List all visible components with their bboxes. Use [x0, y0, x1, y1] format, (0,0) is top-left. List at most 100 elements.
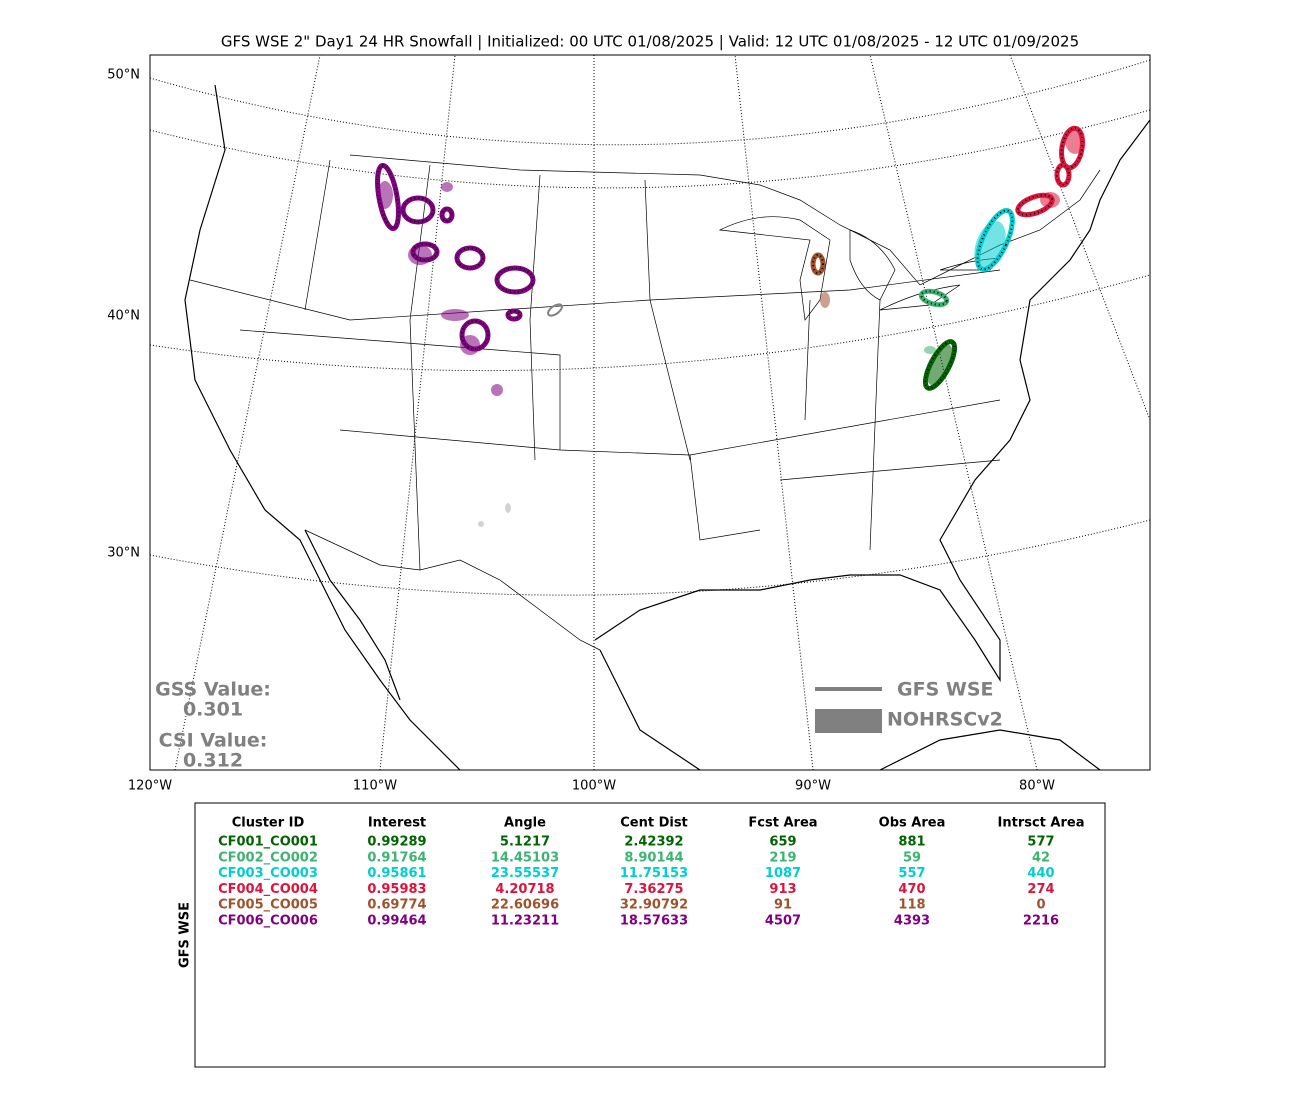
table-cell: 577 [1027, 835, 1054, 850]
table-cell: 8.90144 [624, 850, 683, 865]
stats-table: GFS WSE Cluster ID Interest Angle Cent Dist… [178, 802, 1106, 1068]
meridian [379, 55, 456, 770]
table-cell: 18.57633 [620, 914, 688, 929]
column-header: Interest [368, 816, 426, 831]
table-cell: 4507 [765, 914, 801, 929]
lon-label: 80°W [1019, 779, 1055, 794]
table-cell: 0.99289 [367, 835, 426, 850]
table-cell: CF005_CO005 [218, 898, 318, 913]
forecast-outline [412, 243, 438, 261]
table-cell: CF003_CO003 [218, 866, 318, 881]
table-cell: 4.20718 [495, 882, 554, 897]
table-cell: CF006_CO006 [218, 914, 318, 929]
meridian [1009, 55, 1150, 421]
forecast-outline [924, 340, 956, 390]
state-lines [189, 159, 1001, 571]
table-cell: 14.45103 [491, 850, 559, 865]
table-cell: 11.75153 [620, 866, 688, 881]
lat-label: 40°N [107, 309, 140, 324]
table-cell: 118 [898, 898, 925, 913]
table-cell: 0.95861 [367, 866, 426, 881]
forecast-outline [1016, 194, 1054, 216]
table-cell: 7.36275 [624, 882, 683, 897]
clusters [375, 125, 1085, 527]
forecast-outline [812, 254, 824, 274]
table-cell: CF001_CO001 [218, 835, 318, 850]
table-cell: 470 [898, 882, 925, 897]
forecast-outline [376, 164, 400, 230]
column-header: Cluster ID [232, 816, 305, 831]
lakes [718, 216, 1001, 321]
table-cell: 219 [769, 850, 796, 865]
gss-value: 0.301 [183, 699, 243, 721]
column-header: Fcst Area [748, 816, 817, 831]
title: GFS WSE 2" Day1 24 HR Snowfall | Initial… [221, 33, 1079, 51]
forecast-outline [507, 310, 521, 320]
parallel [150, 109, 1150, 189]
observed-object [441, 182, 453, 192]
unmatched-object [505, 503, 511, 513]
table-cell: 440 [1027, 866, 1054, 881]
table-cell: 0.69774 [367, 898, 426, 913]
table-cell: 913 [769, 882, 796, 897]
table-cell: 42 [1032, 850, 1050, 865]
table-cell: 0.95983 [367, 882, 426, 897]
forecast-outline [441, 208, 453, 222]
forecast-outline [976, 209, 1014, 271]
lon-label: 120°W [128, 779, 172, 794]
column-header: Cent Dist [620, 816, 688, 831]
table-cell: 22.60696 [491, 898, 559, 913]
csi-label: CSI Value: [159, 730, 268, 752]
observed-object [924, 346, 936, 354]
legend-label: NOHRSCv2 [887, 709, 1003, 731]
parallel [150, 274, 1150, 372]
csi-value: 0.312 [183, 750, 243, 772]
observed-object [441, 309, 469, 321]
column-header: Obs Area [879, 816, 946, 831]
observed-object [927, 344, 953, 386]
side-label: GFS WSE [178, 902, 193, 968]
table-cell: 91 [774, 898, 792, 913]
table-cell: 59 [903, 850, 921, 865]
table-cell: 23.55537 [491, 866, 559, 881]
table-cell: 5.1217 [500, 835, 550, 850]
table-cell: 0 [1036, 898, 1045, 913]
lat-label: 30°N [107, 546, 140, 561]
forecast-outline [461, 320, 489, 350]
forecast-outline [920, 290, 948, 306]
meridian [734, 55, 814, 770]
coastline [184, 84, 1150, 770]
gss-label: GSS Value: [155, 679, 271, 701]
legend-label: GFS WSE [897, 679, 994, 701]
table-cell: 1087 [765, 866, 801, 881]
parallel [150, 519, 1150, 596]
column-header: Angle [504, 816, 546, 831]
table-cell: 2.42392 [624, 835, 683, 850]
lon-label: 110°W [353, 779, 397, 794]
table-cell: CF004_CO004 [218, 882, 318, 897]
forecast-outline [496, 267, 534, 293]
forecast-outline [402, 197, 434, 223]
forecast-outline [1056, 164, 1070, 186]
table-cell: 4393 [894, 914, 930, 929]
table-cell: 2216 [1023, 914, 1059, 929]
column-header: Intrsct Area [998, 816, 1085, 831]
parallel [150, 59, 1150, 146]
unmatched-object [478, 521, 484, 527]
observed-object [491, 384, 503, 396]
border [304, 154, 1101, 651]
forecast-object [1015, 192, 1055, 218]
unmatched-object [547, 303, 563, 317]
lat-label: 50°N [107, 68, 140, 83]
table-cell: 0.91764 [367, 850, 426, 865]
meridian [869, 55, 1038, 770]
lon-label: 90°W [795, 779, 831, 794]
legend-swatch [815, 709, 882, 733]
table-cell: 274 [1027, 882, 1054, 897]
table-cell: CF002_CO002 [218, 850, 318, 865]
table-cell: 659 [769, 835, 796, 850]
table-cell: 557 [898, 866, 925, 881]
map: 50°N 40°N 30°N 120°W 110°W 100°W 90°W 80… [107, 54, 1151, 794]
observed-object [820, 292, 830, 308]
